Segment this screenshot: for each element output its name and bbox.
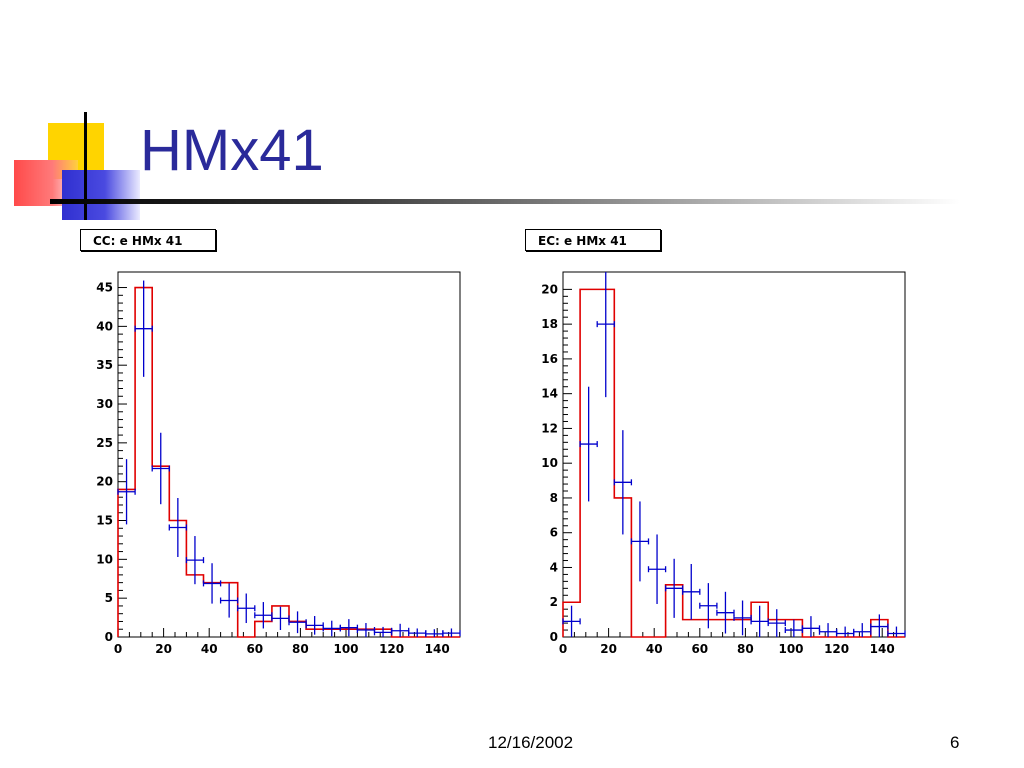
ec-histogram-title: EC: e HMx 41 (525, 229, 661, 251)
cc-data-point (151, 432, 170, 505)
ec-data-point (733, 600, 752, 636)
ec-y-tick-label: 10 (541, 456, 558, 470)
cc-y-tick-label: 30 (96, 397, 113, 411)
cc-x-tick-label: 0 (114, 642, 122, 656)
ec-x-tick-label: 0 (559, 642, 567, 656)
ec-data-point (596, 272, 615, 398)
cc-y-tick-label: 15 (96, 514, 113, 528)
cc-y-tick-label: 5 (105, 591, 113, 605)
ec-data-point (579, 386, 598, 502)
cc-y-tick-label: 45 (96, 281, 113, 295)
footer-date: 12/16/2002 (488, 733, 574, 752)
cc-x-tick-label: 60 (246, 642, 263, 656)
ec-y-tick-label: 2 (550, 595, 558, 609)
cc-data-point (185, 536, 205, 585)
cc-x-tick-label: 100 (333, 642, 358, 656)
slide-title: HMx41 (140, 118, 324, 183)
cc-histogram-chart: 0 5 10 15 20 25 30 35 40 45 0 20 40 60 80 100 120 140 (96, 271, 461, 656)
page-number: 6 (950, 733, 960, 752)
cc-x-tick-label: 120 (379, 642, 404, 656)
ec-data-point (647, 534, 667, 604)
ec-x-tick-label: 100 (778, 642, 803, 656)
cc-y-tick-label: 20 (96, 475, 113, 489)
cc-mc-histogram (117, 286, 460, 638)
cc-data-point (219, 583, 239, 618)
ec-y-tick-label: 18 (541, 317, 558, 331)
cc-data-point (117, 459, 136, 525)
title-underline (50, 199, 960, 204)
ec-x-tick-label: 120 (824, 642, 849, 656)
ec-data-point (716, 591, 735, 634)
ec-x-tick-label: 40 (646, 642, 663, 656)
ec-y-tick-label: 16 (541, 352, 558, 366)
cc-plot-frame (117, 271, 461, 638)
ec-x-tick-label: 140 (870, 642, 895, 656)
ec-data-point (699, 583, 718, 629)
decoration-blue-square (62, 170, 140, 220)
ec-data-point (767, 609, 786, 637)
ec-histogram-chart: 0 2 4 6 8 10 12 14 16 18 20 0 20 40 60 80 100 120 140 (541, 271, 906, 656)
cc-x-tick-label: 140 (425, 642, 450, 656)
cc-data-point (442, 628, 461, 637)
ec-y-tick-label: 6 (550, 526, 558, 540)
ec-y-tick-label: 8 (550, 491, 558, 505)
cc-data-point (168, 497, 188, 558)
ec-plot-frame (562, 271, 906, 638)
cc-data-point (202, 563, 222, 604)
decoration-vertical-line (84, 112, 87, 220)
cc-data-point (237, 593, 256, 624)
cc-histogram-title: CC: e HMx 41 (80, 229, 216, 251)
cc-y-tick-label: 40 (96, 319, 113, 333)
cc-x-tick-label: 20 (155, 642, 172, 656)
ec-data-point (870, 614, 889, 637)
ec-y-tick-label: 14 (541, 387, 558, 401)
ec-x-tick-label: 20 (600, 642, 617, 656)
ec-data-point (853, 623, 872, 637)
ec-y-tick-label: 20 (541, 282, 558, 296)
ec-data-point (682, 564, 701, 620)
cc-y-tick-label: 35 (96, 358, 113, 372)
ec-x-tick-label: 80 (737, 642, 754, 656)
cc-y-tick-label: 25 (96, 436, 113, 450)
ec-data-point (630, 501, 650, 582)
ec-data-point (562, 605, 581, 637)
cc-x-tick-label: 80 (292, 642, 309, 656)
cc-y-tick-label: 0 (105, 630, 113, 644)
cc-data-point (288, 611, 307, 634)
ec-y-tick-label: 12 (541, 421, 558, 435)
ec-y-tick-label: 4 (550, 560, 558, 574)
ec-y-tick-label: 0 (550, 630, 558, 644)
cc-data-point (134, 280, 153, 377)
cc-x-tick-label: 40 (201, 642, 218, 656)
ec-x-tick-label: 60 (691, 642, 708, 656)
ec-data-point (613, 430, 633, 535)
cc-data-point (305, 616, 324, 635)
cc-y-tick-label: 10 (96, 552, 113, 566)
ec-data-point (887, 626, 906, 637)
